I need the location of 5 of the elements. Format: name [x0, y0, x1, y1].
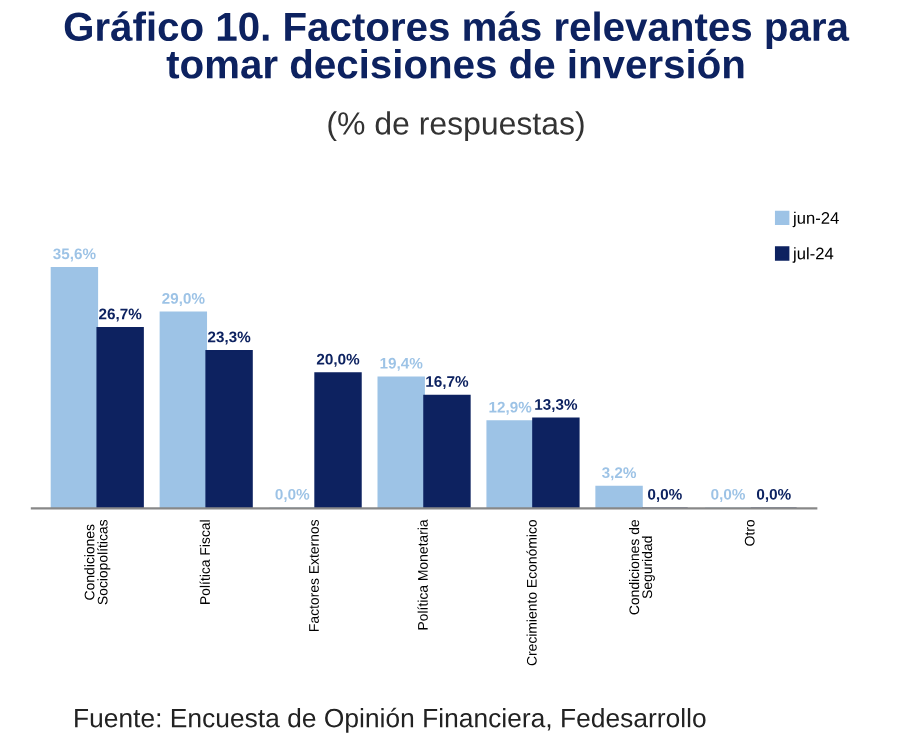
- chart-subtitle: (% de respuestas): [328, 111, 584, 142]
- legend-label: jun-24: [792, 211, 839, 228]
- legend-label: jul-24: [792, 247, 834, 263]
- source-note: Fuente: Encuesta de Opinión Financiera, Fedesarrollo: [75, 707, 706, 733]
- chart-title: Gráfico 10. Factores más relevantes para tomar decisiones de inversión: [64, 11, 850, 79]
